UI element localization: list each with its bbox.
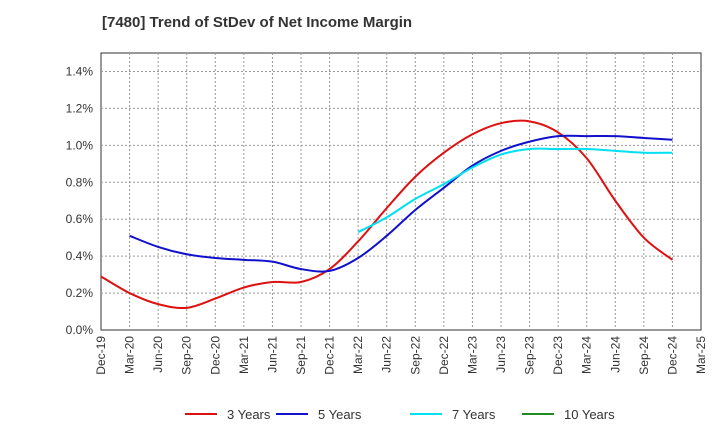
legend-label: 3 Years: [227, 406, 271, 422]
y-tick-label: 0.0%: [66, 323, 94, 337]
legend-item: 3 Years: [185, 404, 270, 424]
y-axis-ticks: 0.0% 0.2% 0.4% 0.6% 0.8% 1.0% 1.2% 1.4%: [66, 64, 94, 337]
x-tick-label: Dec-20: [208, 336, 222, 375]
legend-item: 10 Years: [522, 404, 615, 424]
y-tick-label: 1.2%: [66, 101, 94, 115]
x-axis-ticks: Dec-19 Mar-20 Jun-20 Sep-20 Dec-20 Mar-21 Jun-…: [94, 336, 708, 375]
series-line-7-years: [357, 147, 673, 234]
legend-label: 5 Years: [318, 406, 362, 422]
x-tick-label: Sep-23: [523, 336, 537, 375]
y-tick-label: 0.6%: [66, 212, 94, 226]
legend-swatch: [522, 413, 554, 415]
legend-label: 7 Years: [452, 406, 496, 422]
legend-swatch: [410, 413, 442, 415]
legend-swatch: [276, 413, 308, 415]
series-line-5-years: [129, 134, 673, 273]
x-tick-label: Dec-19: [94, 336, 108, 375]
y-tick-label: 0.2%: [66, 286, 94, 300]
y-tick-label: 0.4%: [66, 249, 94, 263]
x-tick-label: Dec-21: [323, 336, 337, 375]
x-tick-label: Dec-23: [551, 336, 565, 375]
x-tick-label: Jun-21: [265, 336, 279, 373]
series-lines: [100, 119, 674, 310]
legend: 3 Years 5 Years 7 Years 10 Years: [0, 404, 720, 424]
x-tick-label: Mar-24: [580, 336, 594, 374]
x-tick-label: Mar-20: [123, 336, 137, 374]
legend-item: 7 Years: [410, 404, 495, 424]
x-tick-label: Dec-24: [665, 336, 679, 375]
x-tick-label: Mar-22: [351, 336, 365, 374]
legend-swatch: [185, 413, 217, 415]
y-tick-label: 1.0%: [66, 138, 94, 152]
legend-label: 10 Years: [564, 406, 615, 422]
x-tick-label: Sep-20: [180, 336, 194, 375]
x-tick-label: Mar-25: [694, 336, 708, 374]
y-tick-label: 0.8%: [66, 175, 94, 189]
y-tick-label: 1.4%: [66, 64, 94, 78]
x-tick-label: Mar-21: [237, 336, 251, 374]
x-tick-label: Sep-22: [408, 336, 422, 375]
x-tick-label: Mar-23: [465, 336, 479, 374]
x-tick-label: Sep-21: [294, 336, 308, 375]
legend-item: 5 Years: [276, 404, 361, 424]
x-tick-label: Dec-22: [437, 336, 451, 375]
grid-lines: [101, 53, 701, 330]
x-tick-label: Jun-22: [380, 336, 394, 373]
x-tick-label: Jun-23: [494, 336, 508, 373]
x-tick-label: Jun-24: [608, 336, 622, 373]
chart-title: [7480] Trend of StDev of Net Income Marg…: [102, 14, 413, 31]
x-tick-label: Sep-24: [637, 336, 651, 375]
x-tick-label: Jun-20: [151, 336, 165, 373]
